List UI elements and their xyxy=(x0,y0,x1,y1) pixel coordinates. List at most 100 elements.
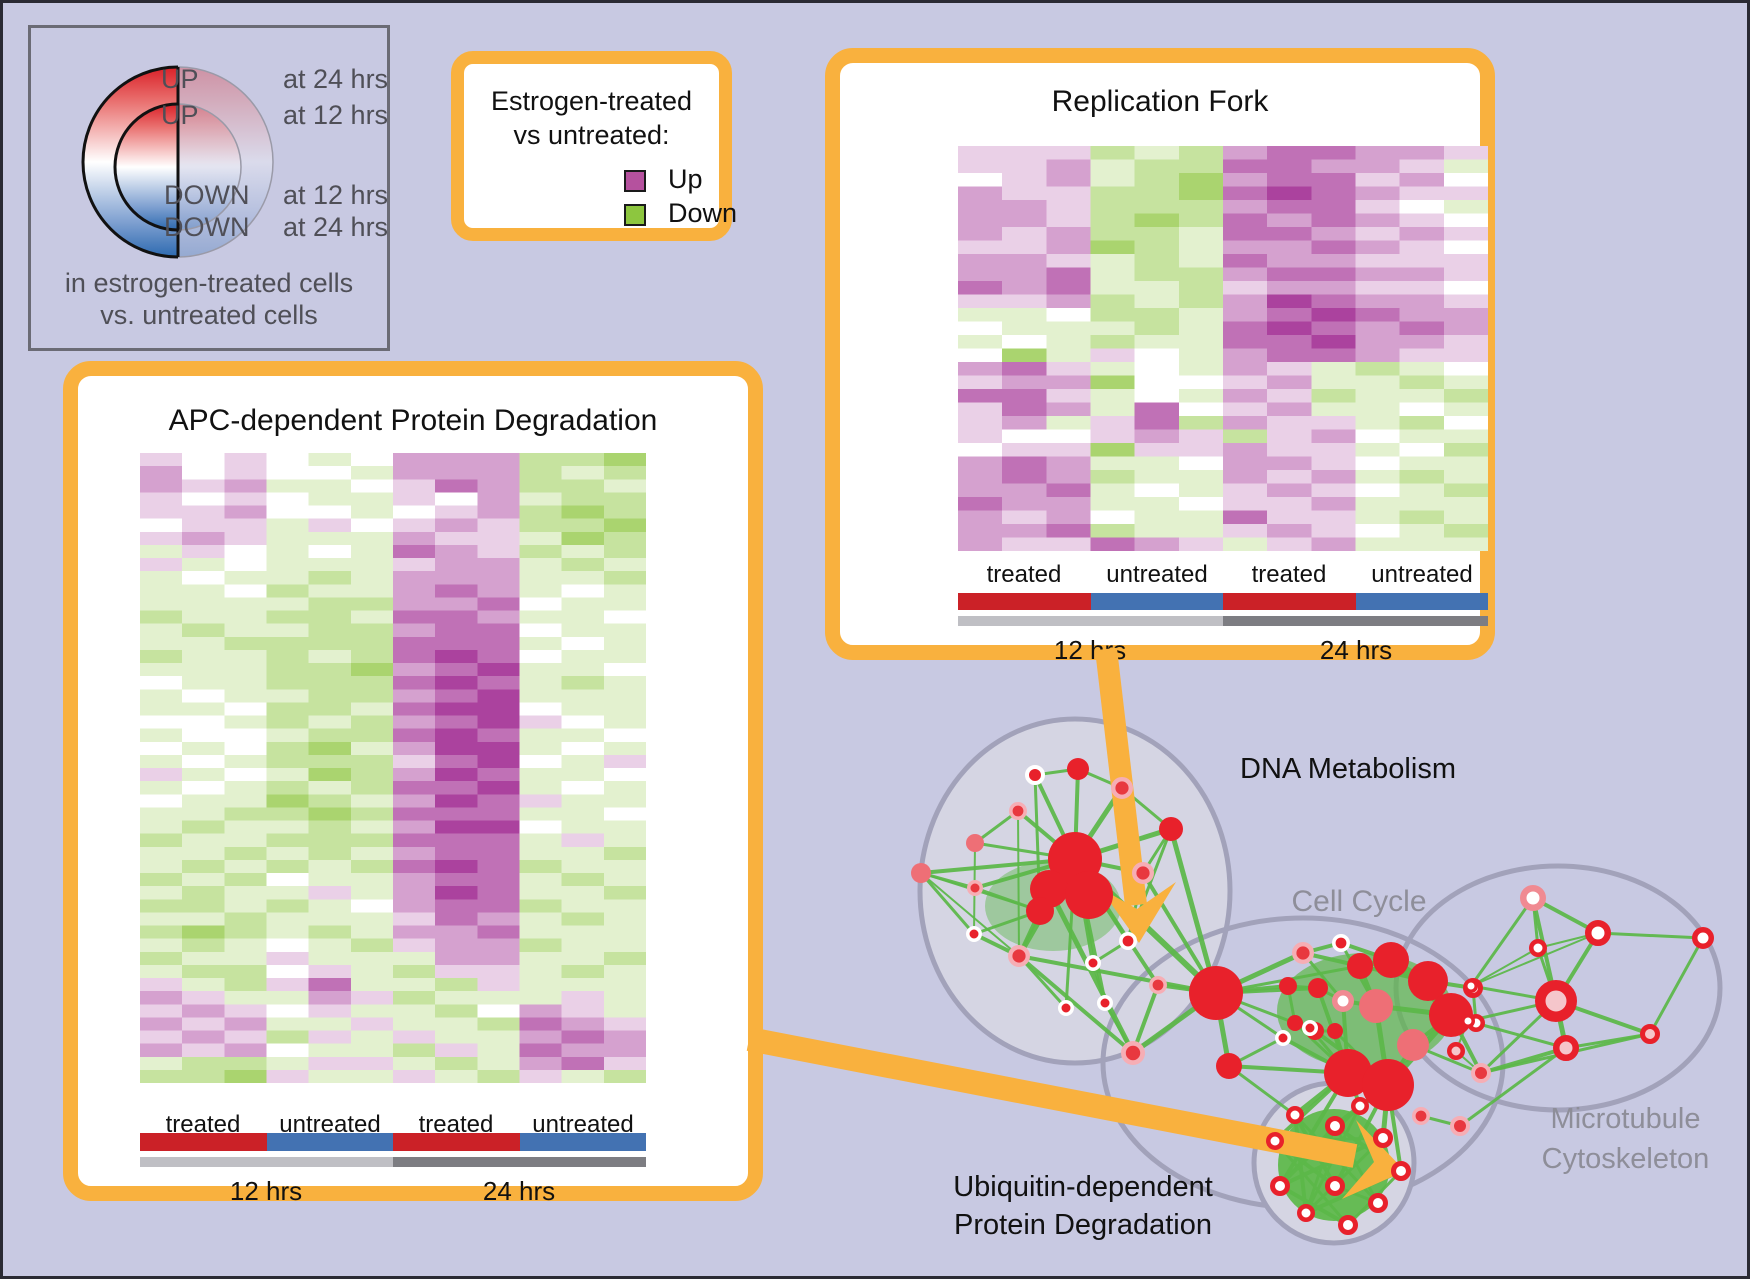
heatmap-cell xyxy=(1046,200,1091,214)
heatmap-cell xyxy=(1267,362,1312,376)
network-node-c7 xyxy=(1332,990,1354,1012)
heatmap-cell xyxy=(182,794,225,808)
heatmap-cell xyxy=(477,925,520,940)
heatmap-cell xyxy=(1046,294,1091,309)
network-edge xyxy=(1470,932,1599,987)
heatmap-cell xyxy=(308,781,352,795)
network-node-c13 xyxy=(1408,961,1448,1001)
heatmap-cell xyxy=(519,873,563,887)
heatmap-cell xyxy=(1046,524,1091,538)
network-edge xyxy=(1038,887,1051,913)
heatmap-cell xyxy=(393,833,436,848)
heatmap-cell xyxy=(1399,389,1445,403)
heatmap-cell xyxy=(477,597,520,611)
heatmap-cell xyxy=(435,1043,478,1058)
heatmap-cell xyxy=(435,1004,478,1018)
network-edge xyxy=(973,886,1042,913)
heatmap-cell xyxy=(393,794,436,808)
network-node-d8 xyxy=(1048,832,1102,886)
heatmap-cell xyxy=(477,610,520,625)
network-edge xyxy=(1126,871,1145,943)
heatmap-cell xyxy=(1311,186,1356,201)
heatmap-cell xyxy=(603,781,646,795)
heatmap-cell xyxy=(561,833,605,848)
heatmap-cell xyxy=(1046,321,1091,336)
heatmap-cell xyxy=(1178,335,1224,349)
heatmap-cell xyxy=(1267,240,1312,255)
heatmap-cell xyxy=(1002,443,1047,457)
heatmap-cell xyxy=(266,964,310,979)
heatmap-cell xyxy=(140,649,183,664)
heatmap-cell xyxy=(519,741,563,756)
heatmap-cell xyxy=(1399,429,1445,444)
network-edge xyxy=(1286,984,1297,1025)
heatmap-cell xyxy=(182,807,225,821)
heatmap-cell xyxy=(1090,173,1136,187)
network-edge xyxy=(1301,951,1362,968)
heatmap-cell xyxy=(350,531,394,546)
heatmap-cell xyxy=(1178,348,1224,363)
heatmap-cell xyxy=(519,899,563,913)
network-edge xyxy=(1073,857,1095,965)
arrow-stem-apc-panel-to-ubiquitin-cluster xyxy=(746,1027,1358,1168)
heatmap-cell xyxy=(519,623,563,638)
heatmap-cell xyxy=(1223,254,1268,268)
heatmap-cell xyxy=(224,636,267,651)
heatmap-cell xyxy=(1090,470,1136,484)
heatmap-cell xyxy=(477,1069,520,1083)
network-edge xyxy=(1471,986,1478,1025)
heatmap-cell xyxy=(393,663,436,677)
heatmap-cell xyxy=(519,728,563,743)
network-edge xyxy=(1304,1104,1362,1215)
heatmap-cell xyxy=(1223,470,1268,484)
heatmap-cell xyxy=(1311,159,1356,174)
heatmap-cell xyxy=(1178,362,1224,376)
heatmap-cell xyxy=(519,807,563,821)
heatmap-cell xyxy=(182,925,225,940)
rf-24hrs-bar xyxy=(1223,616,1488,626)
heatmap-cell xyxy=(603,754,646,769)
heatmap-cell xyxy=(1090,497,1136,511)
network-edge xyxy=(1346,1169,1403,1227)
updown-gradient-circle-icon xyxy=(81,65,274,259)
network-edge xyxy=(1346,1071,1362,1108)
network-edge xyxy=(1017,954,1068,1010)
heatmap-cell xyxy=(1267,186,1312,201)
heatmap-cell xyxy=(140,610,183,625)
network-node-d10 xyxy=(1065,871,1113,919)
ubiquitin-label-line2: Protein Degradation xyxy=(954,1209,1212,1241)
heatmap-cell xyxy=(1178,159,1224,174)
heatmap-cell xyxy=(393,584,436,598)
network-node-c14 xyxy=(1429,993,1473,1037)
network-edge xyxy=(1072,785,1125,862)
heatmap-cell xyxy=(477,978,520,992)
heatmap-cell xyxy=(1223,213,1268,228)
arrow-stem-replication-fork-to-dna-metabolism xyxy=(1095,647,1147,907)
heatmap-cell xyxy=(1399,497,1445,511)
heatmap-cell xyxy=(224,781,267,795)
heatmap-cell xyxy=(350,1069,394,1083)
heatmap-cell xyxy=(1399,213,1445,228)
network-edge xyxy=(1278,1104,1362,1188)
heatmap-cell xyxy=(958,497,1003,511)
heatmap-cell xyxy=(561,623,605,638)
rf-treated-bar-24 xyxy=(1223,593,1356,610)
heatmap-cell xyxy=(603,794,646,808)
network-edge xyxy=(1455,1020,1469,1052)
heatmap-cell xyxy=(435,741,478,756)
heatmap-cell xyxy=(1223,186,1268,201)
heatmap-cell xyxy=(1002,402,1047,417)
heatmap-cell xyxy=(1267,497,1312,511)
heatmap-cell xyxy=(140,951,183,966)
network-edge xyxy=(1411,1013,1453,1047)
heatmap-cell xyxy=(1223,321,1268,336)
heatmap-cell xyxy=(1311,362,1356,376)
heatmap-cell xyxy=(350,649,394,664)
heatmap-cell xyxy=(224,899,267,913)
heatmap-cell xyxy=(140,702,183,716)
heatmap-cell xyxy=(1399,146,1445,160)
network-edge xyxy=(973,809,1020,845)
network-edge xyxy=(1388,957,1431,984)
heatmap-cell xyxy=(561,479,605,493)
network-edge xyxy=(1046,886,1136,1056)
